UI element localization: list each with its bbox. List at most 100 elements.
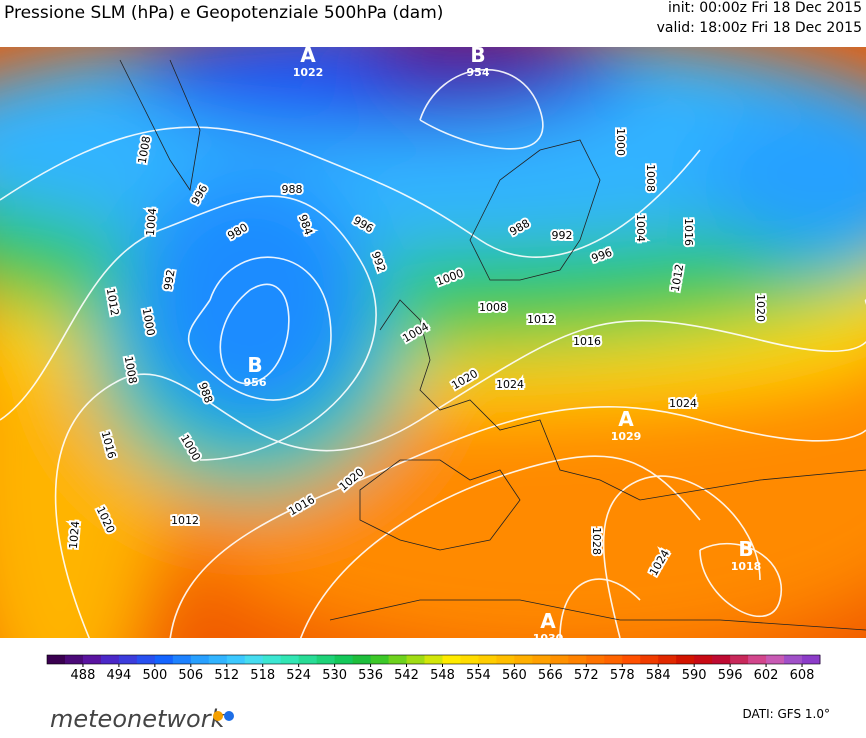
center-value: 1022 [293,66,324,79]
title: Pressione SLM (hPa) e Geopotenziale 500h… [4,3,443,23]
colorbar-swatch [334,655,354,664]
colorbar-frame [46,654,821,665]
isobar-label: 1024 [669,397,697,410]
colorbar-swatch [298,655,318,664]
colorbar-label: 536 [358,668,383,683]
isobar-label: 1024 [496,378,524,391]
colorbar-label: 512 [214,668,239,683]
colorbar-swatch [190,655,210,664]
isobar-label: 1016 [682,218,695,246]
data-source: DATI: GFS 1.0° [742,707,830,721]
colorbar-label: 602 [754,668,779,683]
colorbar-swatch [622,655,641,664]
colorbar-swatch [676,655,695,664]
colorbar-swatch [424,655,443,664]
colorbar-swatch [388,655,408,664]
colorbar-swatch [478,655,497,664]
isobar-label: 992 [161,268,177,291]
colorbar-swatch [514,655,533,664]
colorbar-swatch [640,655,659,664]
center-value: 1029 [611,430,642,443]
colorbar-swatch [658,655,677,664]
colorbar-swatch [208,655,228,664]
colorbar-swatch [244,655,264,664]
colorbar-label: 560 [502,668,527,683]
colorbar-label: 524 [286,668,311,683]
colorbar-label: 548 [430,668,455,683]
isobar-label: 1012 [171,514,199,527]
colorbar-label: 494 [106,668,131,683]
colorbar-swatch [262,655,282,664]
isobar-label: 1028 [590,527,603,555]
colorbar-label: 578 [610,668,635,683]
isobar-label: 1020 [754,294,767,322]
colorbar-swatch [784,655,803,664]
colorbar-swatch [280,655,300,664]
colorbar-swatch [748,655,767,664]
isobar-label: 1004 [144,207,159,236]
colorbar-swatch [712,655,731,664]
colorbar-label: 590 [682,668,707,683]
center-letter: A [618,407,634,431]
isobar-label: 1000 [614,128,627,156]
colorbar-swatch [766,655,785,664]
colorbar-swatch [100,655,120,664]
colorbar-swatch [730,655,749,664]
center-letter: B [738,537,753,561]
center-value: 1030 [533,632,564,645]
colorbar-swatch [370,655,390,664]
center-letter: B [247,353,262,377]
colorbar-swatch [82,655,102,664]
colorbar-swatch [226,655,246,664]
isobar-label: 992 [552,229,573,242]
colorbar-swatch [460,655,479,664]
colorbar-swatch [136,655,156,664]
map-field [0,47,866,638]
colorbar-swatch [604,655,623,664]
colorbar-swatch [118,655,138,664]
colorbar-swatch [154,655,174,664]
colorbar-swatch [47,655,66,664]
colorbar-swatch [316,655,336,664]
isobar-label: 1008 [136,135,154,165]
colorbar-label: 488 [71,668,96,683]
colorbar-label: 542 [394,668,419,683]
isobar-label: 1012 [527,313,555,326]
logo: meteonetwork [50,705,226,733]
colorbar-swatch [532,655,551,664]
colorbar-label: 596 [718,668,743,683]
colorbar-swatch [496,655,515,664]
logo-dot [224,711,234,721]
colorbar-swatch [586,655,605,664]
center-value: 954 [467,66,490,79]
isobar-label: 1008 [644,164,657,192]
colorbar-label: 608 [790,668,815,683]
isobar-label: 988 [282,183,303,196]
center-letter: A [540,609,556,633]
center-letter: B [470,43,485,67]
isobar-label: 1024 [67,520,82,549]
isobar-label: 1004 [634,214,647,242]
isobar-label: 1008 [479,301,507,314]
colorbar-label: 584 [646,668,671,683]
colorbar-label: 566 [538,668,563,683]
colorbar-label: 518 [250,668,275,683]
colorbar-swatch [568,655,587,664]
colorbar-label: 572 [574,668,599,683]
valid-time: valid: 18:00z Fri 18 Dec 2015 [657,20,862,36]
center-value: 1018 [731,560,762,573]
colorbar-swatch [406,655,426,664]
colorbar-swatch [352,655,372,664]
colorbar-swatch [172,655,192,664]
colorbar-label: 530 [322,668,347,683]
colorbar-swatch [802,655,821,664]
isobar-label: 1016 [573,335,601,348]
colorbar-swatch [550,655,569,664]
colorbar-label: 554 [466,668,491,683]
logo-dot [213,711,223,721]
colorbar-label: 500 [142,668,167,683]
colorbar-swatch [694,655,713,664]
colorbar-swatch [64,655,84,664]
